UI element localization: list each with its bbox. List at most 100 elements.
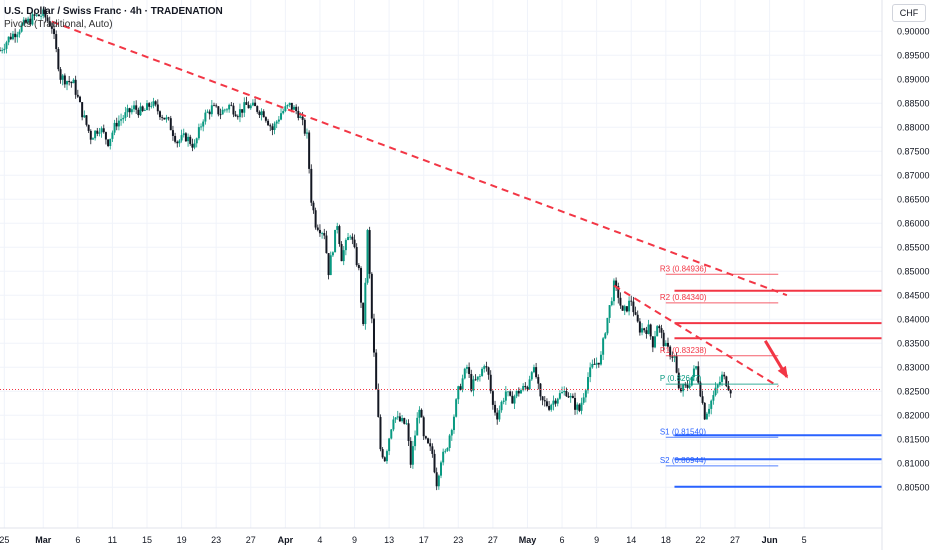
candle-body <box>643 328 646 331</box>
candle-body <box>200 126 203 128</box>
candle-body <box>550 404 553 410</box>
candle-body <box>517 390 520 394</box>
candle-body <box>580 402 583 411</box>
indicator-label[interactable]: Pivots (Traditional, Auto) <box>4 19 113 30</box>
x-tick-label: May <box>519 535 537 545</box>
candle-body <box>113 122 116 133</box>
candle-body <box>141 106 144 111</box>
candle-body <box>669 346 672 357</box>
candle-body <box>117 120 120 127</box>
candle-body <box>403 418 406 424</box>
candle-body <box>122 117 125 120</box>
candle-body <box>418 409 421 418</box>
candle-body <box>204 112 207 122</box>
candle-body <box>267 120 270 126</box>
candle-body <box>519 390 522 394</box>
candle-body <box>721 374 724 382</box>
candle-body <box>610 301 613 306</box>
candle-body <box>146 103 148 111</box>
y-tick-label: 0.87000 <box>897 171 930 181</box>
candle-body <box>340 244 343 262</box>
candle-body <box>210 105 213 115</box>
candle-body <box>128 108 131 113</box>
candle-body <box>295 106 298 112</box>
candle-body <box>74 79 77 95</box>
y-tick-label: 0.89000 <box>897 75 930 85</box>
trendline-group <box>51 20 788 388</box>
candle-body <box>96 130 99 134</box>
candlestick-series <box>0 7 732 491</box>
candle-body <box>446 447 449 451</box>
candle-body <box>556 398 559 404</box>
candle-body <box>167 117 170 119</box>
candle-body <box>66 81 69 85</box>
candle-body <box>703 402 706 420</box>
candle-body <box>385 451 388 462</box>
y-tick-label: 0.82000 <box>897 411 930 421</box>
x-tick-label: 9 <box>594 535 599 545</box>
candle-body <box>219 114 222 116</box>
candle-body <box>284 106 287 112</box>
candle-body <box>156 104 159 112</box>
candle-body <box>563 391 566 393</box>
x-tick-label: Jun <box>762 535 778 545</box>
price-axis[interactable]: 0.90000 0.89500 0.89000 0.88500 0.88000 0.875… <box>881 0 932 550</box>
candle-body <box>500 401 503 411</box>
candle-body <box>682 384 685 392</box>
time-axis[interactable]: 25 Mar 6 11 15 19 23 27 Apr 4 9 13 17 23 27 May 6 9 14 18 22… <box>0 527 882 545</box>
candle-body <box>472 379 475 391</box>
candle-body <box>176 141 179 144</box>
candle-body <box>262 111 265 118</box>
candle-body <box>53 28 56 35</box>
candle-body <box>301 116 304 120</box>
candle-body <box>299 116 302 118</box>
candle-body <box>29 18 32 25</box>
y-tick-label: 0.81500 <box>897 435 930 445</box>
candle-body <box>293 106 295 110</box>
pivot-label-r1: R1 (0.83238) <box>660 346 707 355</box>
candle-body <box>230 104 233 106</box>
currency-badge[interactable]: CHF <box>892 4 926 22</box>
candle-body <box>708 408 711 414</box>
candle-body <box>50 26 53 29</box>
y-tick-label: 0.84000 <box>897 315 930 325</box>
candle-body <box>511 395 514 404</box>
candle-body <box>87 124 90 131</box>
candle-body <box>571 395 574 398</box>
candle-body <box>602 338 605 355</box>
x-tick-label: 27 <box>246 535 256 545</box>
y-tick-label: 0.82500 <box>897 387 930 397</box>
candle-body <box>338 226 341 245</box>
x-tick-label: 4 <box>317 535 322 545</box>
candle-body <box>14 33 17 38</box>
candle-body <box>582 397 585 403</box>
candle-body <box>254 102 257 107</box>
candle-body <box>191 143 194 148</box>
candle-body <box>364 282 367 325</box>
candle-body <box>636 314 639 322</box>
chart-title: U.S. Dollar / Swiss Franc · 4h · TRADENA… <box>4 6 223 17</box>
candle-body <box>40 15 43 17</box>
candle-body <box>271 126 274 131</box>
candle-body <box>545 401 548 406</box>
candle-body <box>331 252 334 256</box>
candle-body <box>474 379 477 381</box>
candle-body <box>710 400 713 409</box>
candle-body <box>349 236 352 238</box>
candle-body <box>264 117 267 121</box>
candle-body <box>57 48 60 70</box>
candle-body <box>725 376 728 387</box>
candle-body <box>699 382 702 397</box>
candle-body <box>76 94 79 97</box>
candle-body <box>671 356 674 358</box>
candle-body <box>163 117 166 120</box>
candle-body <box>628 300 631 312</box>
candle-body <box>42 9 45 16</box>
candle-body <box>567 396 570 398</box>
candle-body <box>584 390 587 398</box>
candle-body <box>574 397 577 410</box>
candle-body <box>329 255 332 276</box>
candle-body <box>165 117 168 120</box>
pivot-label-r2: R2 (0.84340) <box>660 293 707 302</box>
